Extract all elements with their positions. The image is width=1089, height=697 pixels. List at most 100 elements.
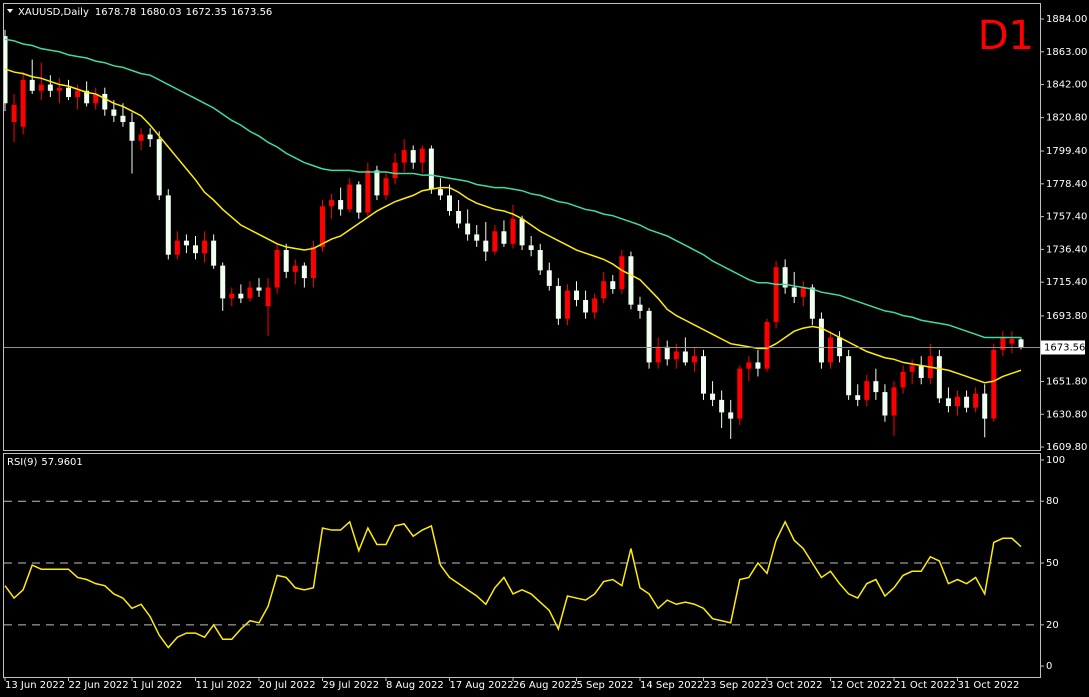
- rsi-value: 57.9601: [41, 457, 82, 468]
- x-tick-label: 26 Aug 2022: [513, 680, 577, 691]
- candle-body: [664, 346, 670, 360]
- candle-body: [864, 381, 870, 400]
- y-tick-label: 1736.40: [1046, 244, 1087, 255]
- candle-body: [728, 412, 734, 419]
- candle-body: [691, 356, 697, 363]
- candle-body: [111, 109, 117, 116]
- y-tick-label: 50: [1046, 558, 1059, 569]
- candle-body: [973, 393, 979, 408]
- candle-body: [583, 299, 589, 313]
- candle-body: [211, 240, 217, 266]
- candle-body: [555, 285, 561, 319]
- candle-body: [75, 90, 81, 98]
- candle-body: [347, 184, 353, 210]
- candle-body: [673, 351, 679, 360]
- y-tick-label: 1884.00: [1046, 14, 1087, 25]
- x-tick-label: 11 Jul 2022: [196, 680, 253, 691]
- candle-body: [329, 200, 335, 207]
- candle-body: [193, 245, 198, 254]
- candle-body: [401, 150, 407, 163]
- candle-body: [93, 93, 99, 104]
- candle-body: [873, 381, 879, 393]
- candle-body: [310, 246, 316, 279]
- candle-body: [29, 79, 35, 91]
- x-tick-label: 29 Jul 2022: [323, 680, 380, 691]
- candle-body: [11, 104, 17, 123]
- candle-body: [247, 287, 253, 299]
- candle-body: [1009, 339, 1015, 344]
- rsi-header: RSI(9) 57.9601: [7, 457, 83, 468]
- candle-body: [38, 84, 44, 91]
- candle-body: [900, 371, 906, 388]
- x-tick-label: 3 Oct 2022: [767, 680, 822, 691]
- candle-body: [102, 93, 108, 110]
- y-tick-label: 1820.80: [1046, 113, 1087, 124]
- x-tick-label: 5 Sep 2022: [577, 680, 634, 691]
- candle-body: [601, 281, 607, 299]
- y-tick-label: 1842.00: [1046, 80, 1087, 91]
- candle-body: [755, 362, 761, 369]
- candle-body: [447, 195, 452, 211]
- candle-body: [183, 240, 189, 246]
- symbol-title: XAUUSD,Daily: [18, 7, 89, 18]
- candle-body: [56, 87, 62, 91]
- candle-body: [338, 200, 344, 210]
- x-tick-label: 17 Aug 2022: [450, 680, 514, 691]
- plot-group: [4, 29, 1024, 439]
- close-value: 1673.56: [231, 7, 272, 18]
- x-tick-label: 13 Jun 2022: [5, 680, 65, 691]
- moving-average-line: [4, 68, 1022, 384]
- x-tick-label: 14 Sep 2022: [640, 680, 703, 691]
- candle-body: [66, 87, 71, 98]
- x-tick-label: 8 Aug 2022: [386, 680, 444, 691]
- candle-body: [574, 290, 579, 300]
- candle-body: [710, 393, 716, 400]
- x-tick-label: 20 Jul 2022: [259, 680, 316, 691]
- candle-body: [855, 395, 861, 400]
- candle-body: [646, 310, 652, 363]
- candle-body: [292, 265, 298, 272]
- y-tick-label: 80: [1046, 496, 1059, 507]
- candle-body: [909, 365, 915, 372]
- candle-body: [147, 134, 153, 140]
- candle-body: [610, 281, 616, 290]
- rsi-panel: [3, 453, 1041, 678]
- candle-body: [991, 349, 997, 419]
- candle-body: [719, 399, 725, 413]
- x-tick-label: 23 Sep 2022: [704, 680, 767, 691]
- candle-body: [746, 362, 752, 369]
- rsi-line: [4, 520, 1022, 649]
- candle-body: [546, 270, 552, 286]
- candle-body: [592, 298, 598, 313]
- x-tick-label: 31 Oct 2022: [958, 680, 1020, 691]
- header: XAUUSD,Daily 1678.78 1680.03 1672.35 1673.56: [18, 7, 272, 18]
- candle-body: [628, 256, 634, 305]
- candle-body: [238, 293, 244, 299]
- candle-body: [229, 293, 235, 299]
- candle-body: [501, 231, 507, 244]
- y-tick-label: 1630.80: [1046, 409, 1087, 420]
- candle-body: [383, 178, 389, 196]
- plot-group: [4, 520, 1022, 649]
- candle-body: [818, 318, 824, 363]
- candle-body: [483, 240, 489, 252]
- candle-body: [936, 356, 942, 399]
- candle-body: [374, 170, 380, 196]
- candle-body: [202, 240, 208, 254]
- candle-body: [737, 368, 743, 419]
- main-panel: [3, 3, 1041, 451]
- candle-body: [1000, 337, 1006, 350]
- candle-body: [846, 356, 852, 396]
- candle-body: [945, 398, 951, 407]
- y-tick-label: 1799.40: [1046, 146, 1087, 157]
- candle-body: [918, 365, 924, 379]
- candle-body: [365, 170, 371, 213]
- candle-body: [419, 148, 425, 163]
- timeframe-label: D1: [978, 13, 1034, 59]
- y-tick-label: 1757.40: [1046, 212, 1087, 223]
- candle-body: [791, 287, 797, 297]
- open-value: 1678.78: [95, 7, 136, 18]
- candle-body: [828, 337, 833, 363]
- y-tick-label: 100: [1046, 455, 1065, 466]
